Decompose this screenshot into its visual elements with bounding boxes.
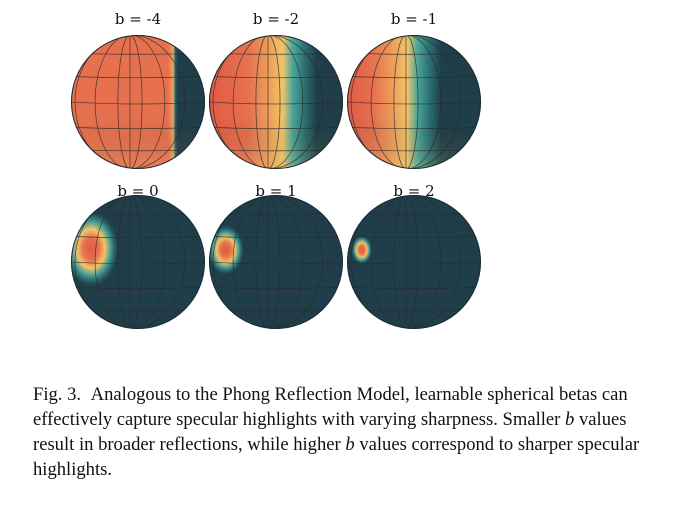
- sphere-panel: b = -4: [71, 10, 205, 169]
- sphere-outline: [71, 195, 205, 329]
- sphere-outline: [209, 35, 343, 169]
- figure-caption: Fig. 3. Analogous to the Phong Reflectio…: [33, 382, 658, 482]
- sphere-grid: [71, 195, 205, 329]
- sphere-grid: [209, 195, 343, 329]
- panel-label: b = -1: [391, 10, 437, 28]
- panel-label: b = -2: [253, 10, 299, 28]
- sphere-panel: b = 1: [209, 182, 343, 329]
- sphere-base: [347, 195, 481, 329]
- sphere-figure: b = -4 b = -2 b = -1 b = 0 b = 1 b = 2: [71, 10, 481, 329]
- caption-variable-b: b: [565, 409, 575, 430]
- sphere-outline: [71, 35, 205, 169]
- panel-label: b = -4: [115, 10, 161, 28]
- sphere-panel: b = -2: [209, 10, 343, 169]
- caption-text-3: values correspond to sharper specular hi…: [33, 434, 640, 480]
- specular-highlight: [209, 224, 245, 276]
- sphere-grid: [347, 35, 481, 169]
- sphere-outline: [347, 195, 481, 329]
- panel-label: b = 0: [117, 182, 158, 200]
- sphere-outline: [347, 35, 481, 169]
- sphere-panel: b = -1: [347, 10, 481, 169]
- sphere-panel: b = 0: [71, 182, 205, 329]
- sphere-base: [209, 195, 343, 329]
- figure-number: Fig. 3.: [33, 384, 82, 405]
- sphere-outline: [209, 195, 343, 329]
- specular-highlight: [71, 209, 120, 288]
- caption-variable-b: b: [345, 434, 355, 455]
- panel-label: b = 2: [393, 182, 434, 200]
- caption-text-2: values result in broader reflections, wh…: [33, 409, 627, 455]
- sphere-grid: [347, 195, 481, 329]
- panel-label: b = 1: [255, 182, 296, 200]
- caption-text-1: Analogous to the Phong Reflection Model,…: [33, 384, 628, 430]
- sphere-grid: [71, 35, 205, 169]
- sphere-grid: [209, 35, 343, 169]
- specular-highlight: [351, 235, 373, 265]
- sphere-panel: b = 2: [347, 182, 481, 329]
